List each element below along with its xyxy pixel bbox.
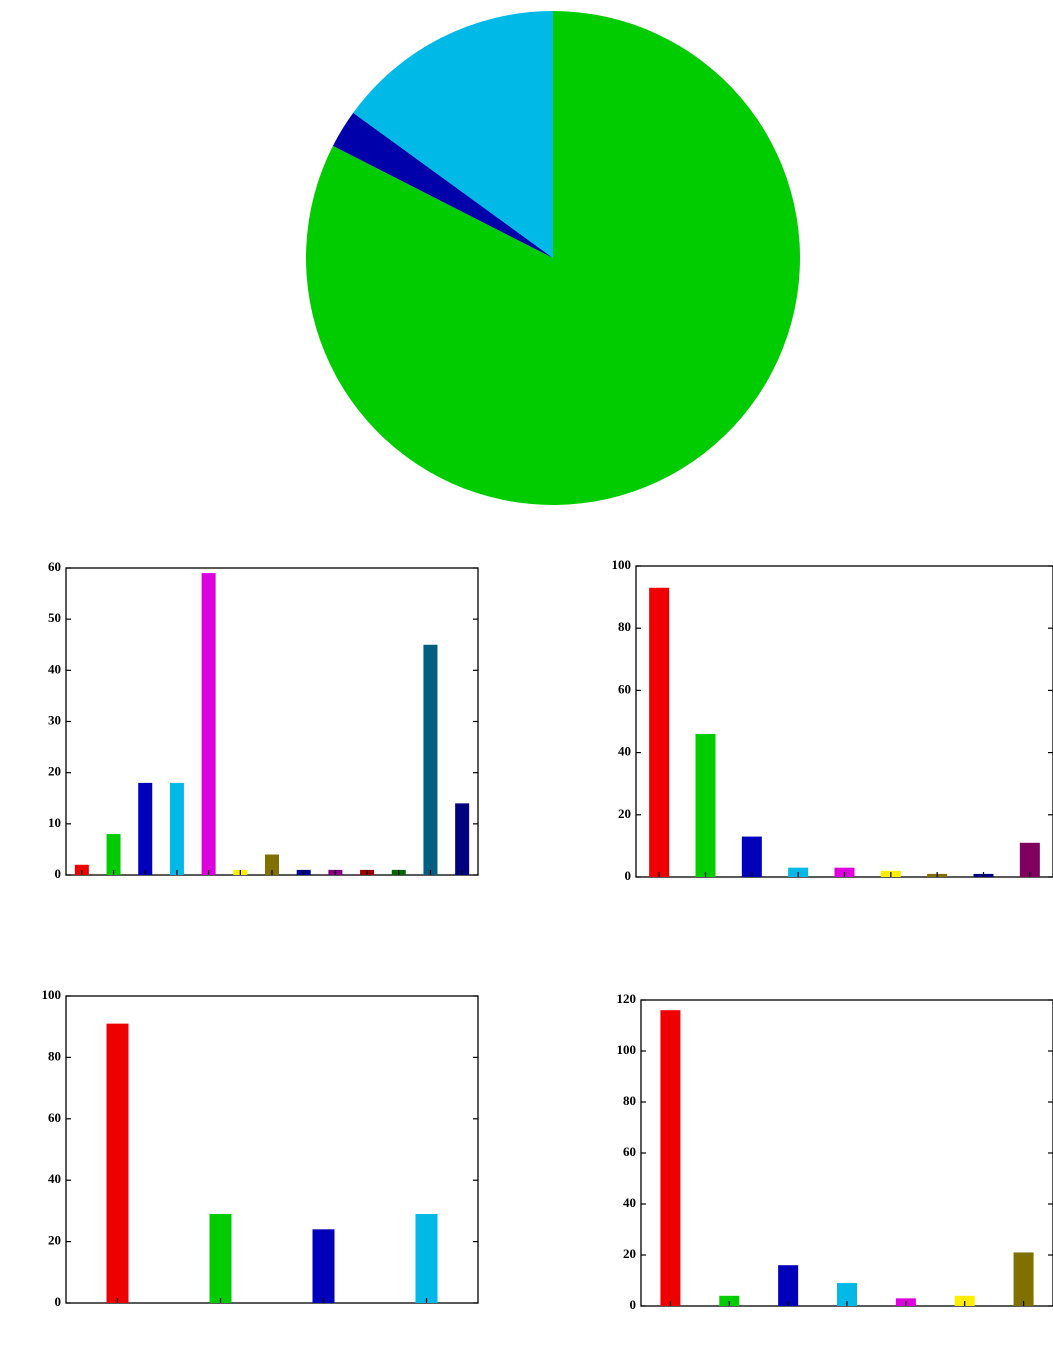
bar <box>106 1023 129 1303</box>
bar <box>954 1295 975 1306</box>
pie-slice <box>305 11 800 506</box>
bar <box>1019 842 1040 877</box>
y-tick-label: 40 <box>618 744 631 759</box>
y-tick-label: 30 <box>48 712 61 727</box>
y-tick-label: 20 <box>48 764 61 779</box>
bar <box>169 782 184 875</box>
y-tick-label: 40 <box>48 661 61 676</box>
y-tick-label: 40 <box>623 1195 636 1210</box>
y-tick-label: 20 <box>623 1246 636 1261</box>
y-tick-label: 100 <box>42 987 62 1002</box>
y-tick-label: 60 <box>623 1144 636 1159</box>
y-tick-label: 50 <box>48 610 61 625</box>
y-tick-label: 60 <box>48 559 61 574</box>
y-tick-label: 100 <box>612 557 632 572</box>
bar <box>741 836 762 877</box>
pie-chart <box>305 11 800 506</box>
allocation-chart: 0 20 40 60 80 100 <box>42 987 479 1309</box>
y-tick-label: 80 <box>48 1048 61 1063</box>
bar <box>660 1010 681 1306</box>
intervention-model-chart: 0 20 40 60 80 100 <box>612 557 1053 883</box>
y-tick-label: 60 <box>618 681 631 696</box>
plot-frame <box>65 567 479 876</box>
bar <box>455 803 470 875</box>
bar <box>138 782 153 875</box>
bar <box>719 1295 740 1306</box>
y-tick-label: 20 <box>48 1233 61 1248</box>
y-tick-label: 120 <box>617 991 637 1006</box>
bar <box>74 864 89 875</box>
y-tick-label: 0 <box>625 868 632 883</box>
bar <box>415 1213 438 1303</box>
bar <box>423 644 438 875</box>
masking-chart: 0 20 40 60 80 100 120 <box>617 991 1053 1312</box>
bar <box>695 733 716 877</box>
y-tick-label: 10 <box>48 815 61 830</box>
bar <box>837 1283 857 1306</box>
plot-frame <box>640 999 1053 1307</box>
plot-frame <box>65 995 479 1304</box>
y-tick-label: 80 <box>623 1093 636 1108</box>
y-tick-label: 20 <box>618 806 631 821</box>
y-tick-label: 40 <box>48 1171 61 1186</box>
y-tick-label: 0 <box>55 866 62 881</box>
bar <box>312 1229 335 1303</box>
bar <box>649 587 670 877</box>
bar <box>1013 1252 1034 1306</box>
y-tick-label: 80 <box>618 619 631 634</box>
y-tick-label: 100 <box>617 1042 637 1057</box>
y-tick-label: 0 <box>55 1294 62 1309</box>
bar <box>106 834 121 875</box>
pie-slice <box>332 112 553 258</box>
study-phase-chart: 0 10 20 30 40 50 60 <box>48 559 479 881</box>
y-tick-label: 60 <box>48 1110 61 1125</box>
bar <box>201 573 216 875</box>
bar <box>778 1265 799 1306</box>
bar <box>209 1213 232 1303</box>
y-tick-label: 0 <box>630 1297 637 1312</box>
bar <box>265 854 279 875</box>
pie-slice <box>353 11 553 258</box>
